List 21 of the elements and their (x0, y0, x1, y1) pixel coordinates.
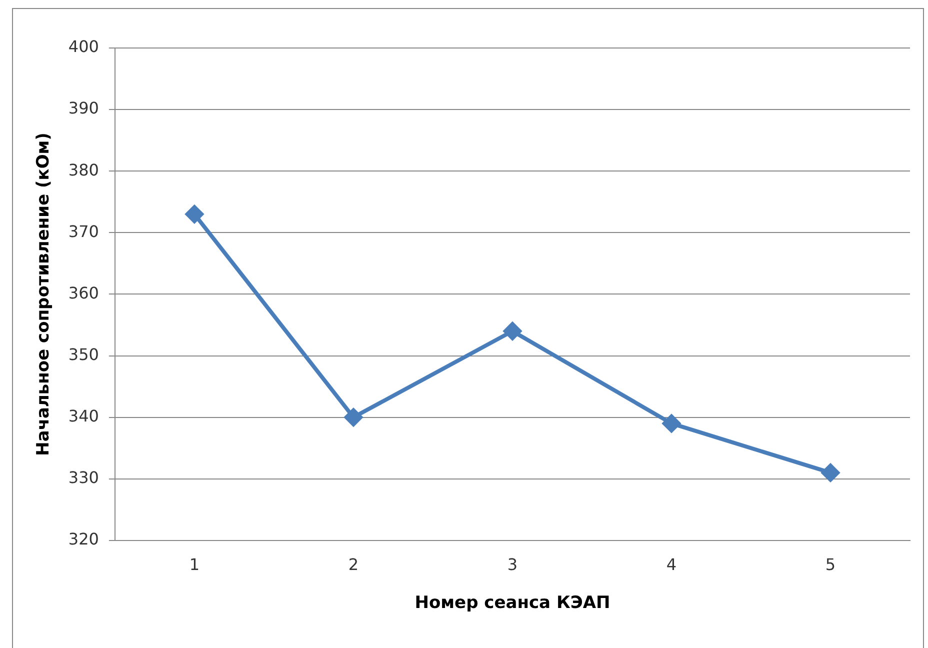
point (821, 464, 840, 482)
point (662, 414, 680, 432)
point (503, 322, 522, 340)
y-tick-label: 380 (68, 160, 99, 180)
y-tick-label: 350 (68, 344, 99, 364)
x-tick-label: 4 (666, 555, 677, 574)
point (185, 205, 204, 224)
y-axis-title: Начальное сопротивление (кОм) (34, 132, 54, 456)
y-tick-label: 340 (68, 406, 99, 426)
y-tick-label: 370 (68, 222, 99, 241)
x-tick-label: 1 (189, 555, 200, 574)
x-tick-label: 3 (507, 555, 518, 574)
y-tick-label: 390 (68, 98, 99, 118)
y-tick-label: 360 (68, 283, 99, 302)
x-tick-label: 5 (825, 555, 836, 574)
y-tick-label: 320 (68, 530, 99, 549)
x-tick-label: 2 (348, 555, 359, 574)
x-axis-title: Номер сеанса КЭАП (414, 593, 610, 614)
y-tick-label: 330 (68, 468, 99, 488)
point (344, 408, 362, 426)
y-tick-label: 400 (68, 37, 99, 56)
